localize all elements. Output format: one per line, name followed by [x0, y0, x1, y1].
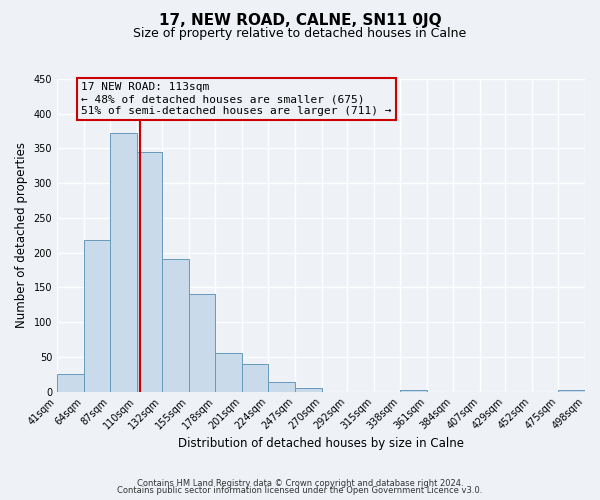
Text: Size of property relative to detached houses in Calne: Size of property relative to detached ho…	[133, 28, 467, 40]
Bar	[295, 388, 322, 392]
Bar	[137, 152, 162, 392]
Bar	[189, 294, 215, 392]
Bar	[110, 133, 137, 392]
Bar	[57, 374, 83, 392]
Text: 17 NEW ROAD: 113sqm
← 48% of detached houses are smaller (675)
51% of semi-detac: 17 NEW ROAD: 113sqm ← 48% of detached ho…	[82, 82, 392, 116]
Text: 17, NEW ROAD, CALNE, SN11 0JQ: 17, NEW ROAD, CALNE, SN11 0JQ	[158, 12, 442, 28]
Bar	[83, 240, 110, 392]
Bar	[559, 390, 585, 392]
Bar	[242, 364, 268, 392]
Bar	[215, 354, 242, 392]
X-axis label: Distribution of detached houses by size in Calne: Distribution of detached houses by size …	[178, 437, 464, 450]
Bar	[268, 382, 295, 392]
Y-axis label: Number of detached properties: Number of detached properties	[15, 142, 28, 328]
Text: Contains public sector information licensed under the Open Government Licence v3: Contains public sector information licen…	[118, 486, 482, 495]
Bar	[162, 259, 189, 392]
Bar	[400, 390, 427, 392]
Text: Contains HM Land Registry data © Crown copyright and database right 2024.: Contains HM Land Registry data © Crown c…	[137, 478, 463, 488]
